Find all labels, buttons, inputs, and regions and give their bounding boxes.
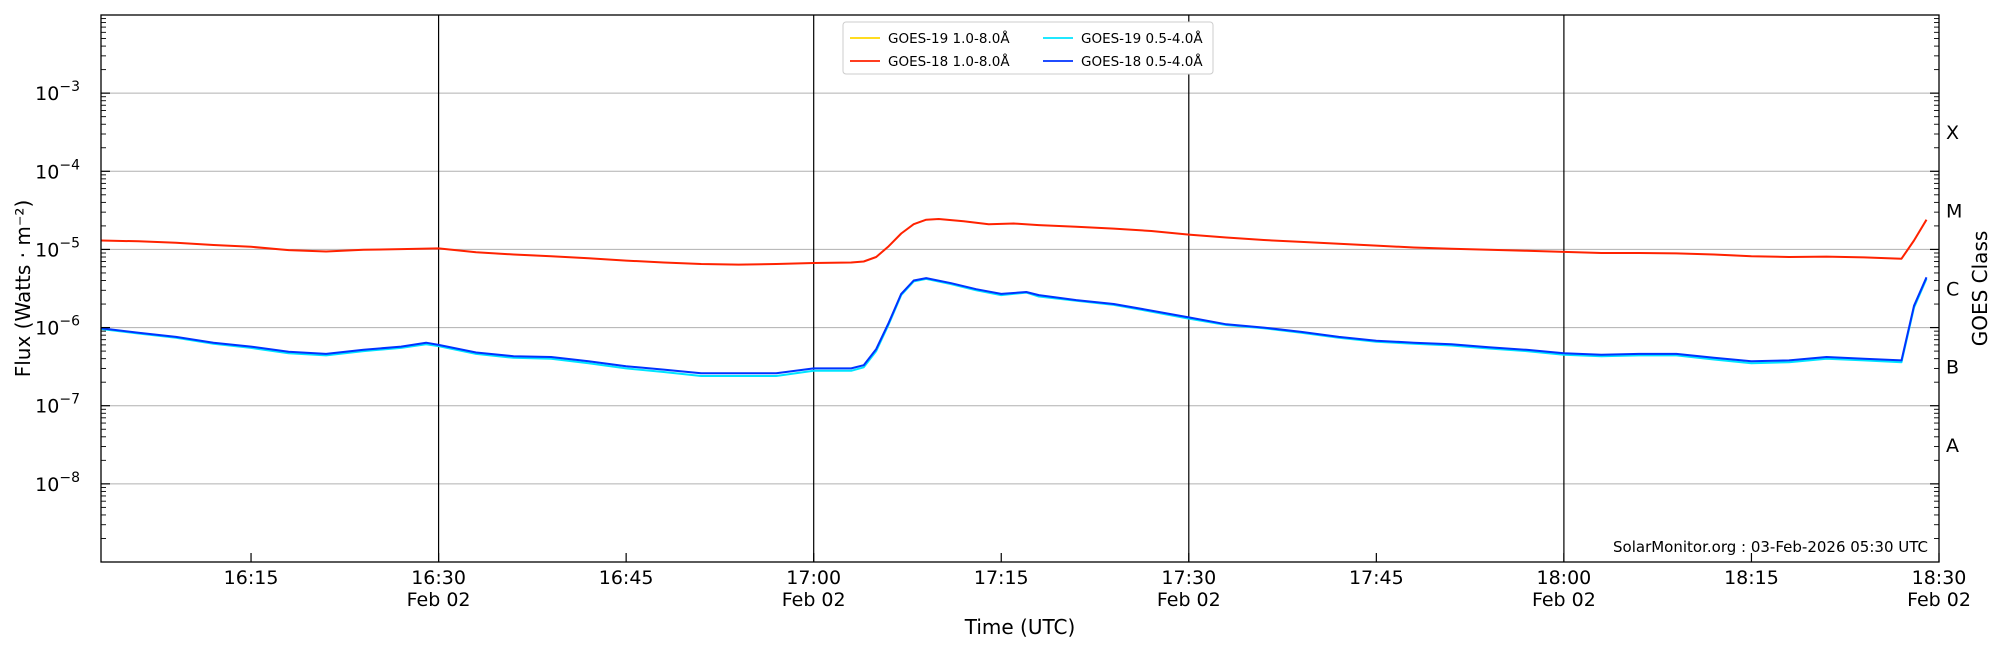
x-tick-label: 18:15 — [1724, 567, 1779, 589]
y-tick-label: 10−4 — [35, 157, 80, 183]
plot-frame — [100, 14, 1940, 563]
goes-class-label: A — [1946, 435, 1959, 457]
x-tick-label: 16:15 — [224, 567, 279, 589]
x-tick-label: 17:30 — [1161, 567, 1216, 589]
legend-box — [842, 21, 1214, 75]
y-tick-label: 10−7 — [35, 392, 80, 418]
y-tick-label: 10−5 — [35, 235, 80, 261]
y-tick-label: 10−3 — [35, 79, 80, 105]
series-line-0 — [100, 218, 1928, 266]
date-boundary-lines — [437, 15, 1565, 562]
y-tick-label: 10−6 — [35, 314, 80, 340]
goes-class-label: C — [1946, 279, 1959, 301]
goes-class-labels: A B C M X — [1946, 122, 1962, 457]
x-tick-date-label: Feb 02 — [1532, 589, 1596, 611]
x-tick-date-label: Feb 02 — [407, 589, 471, 611]
x-tick-date-label: Feb 02 — [782, 589, 846, 611]
x-tick-date-label: Feb 02 — [1157, 589, 1221, 611]
legend-label: GOES-18 0.5-4.0Å — [1081, 53, 1203, 70]
legend-label: GOES-18 1.0-8.0Å — [888, 53, 1010, 70]
y-tick-label: 10−8 — [35, 470, 80, 496]
goes-class-label: X — [1946, 122, 1959, 144]
x-tick-date-label: Feb 02 — [1907, 589, 1971, 611]
series-line-2 — [100, 276, 1928, 375]
x-tick-label: 17:15 — [974, 567, 1029, 589]
y-axis-title: Flux (Watts · m⁻²) — [11, 200, 35, 378]
x-axis-title: Time (UTC) — [964, 615, 1076, 639]
legend-label: GOES-19 0.5-4.0Å — [1081, 30, 1203, 47]
data-series — [100, 218, 1928, 377]
credit-annotation: SolarMonitor.org : 03-Feb-2026 05:30 UTC — [1613, 538, 1928, 556]
x-tick-label: 16:30 — [411, 567, 466, 589]
grid — [101, 92, 1939, 485]
x-tick-label: 18:00 — [1537, 567, 1592, 589]
x-tick-label: 18:30 — [1912, 567, 1967, 589]
x-tick-label: 17:00 — [786, 567, 841, 589]
right-axis-title: GOES Class — [1968, 231, 1992, 347]
goes-class-label: M — [1946, 200, 1962, 222]
legend-label: GOES-19 1.0-8.0Å — [888, 30, 1010, 47]
x-tick-label: 17:45 — [1349, 567, 1404, 589]
goes-class-label: B — [1946, 357, 1959, 379]
legend: GOES-19 1.0-8.0Å GOES-18 1.0-8.0Å GOES-19 … — [842, 21, 1214, 75]
x-tick-label: 16:45 — [599, 567, 654, 589]
y-axis-ticks: 10−8 10−7 10−6 10−5 10−4 10−3 — [35, 18, 1939, 539]
